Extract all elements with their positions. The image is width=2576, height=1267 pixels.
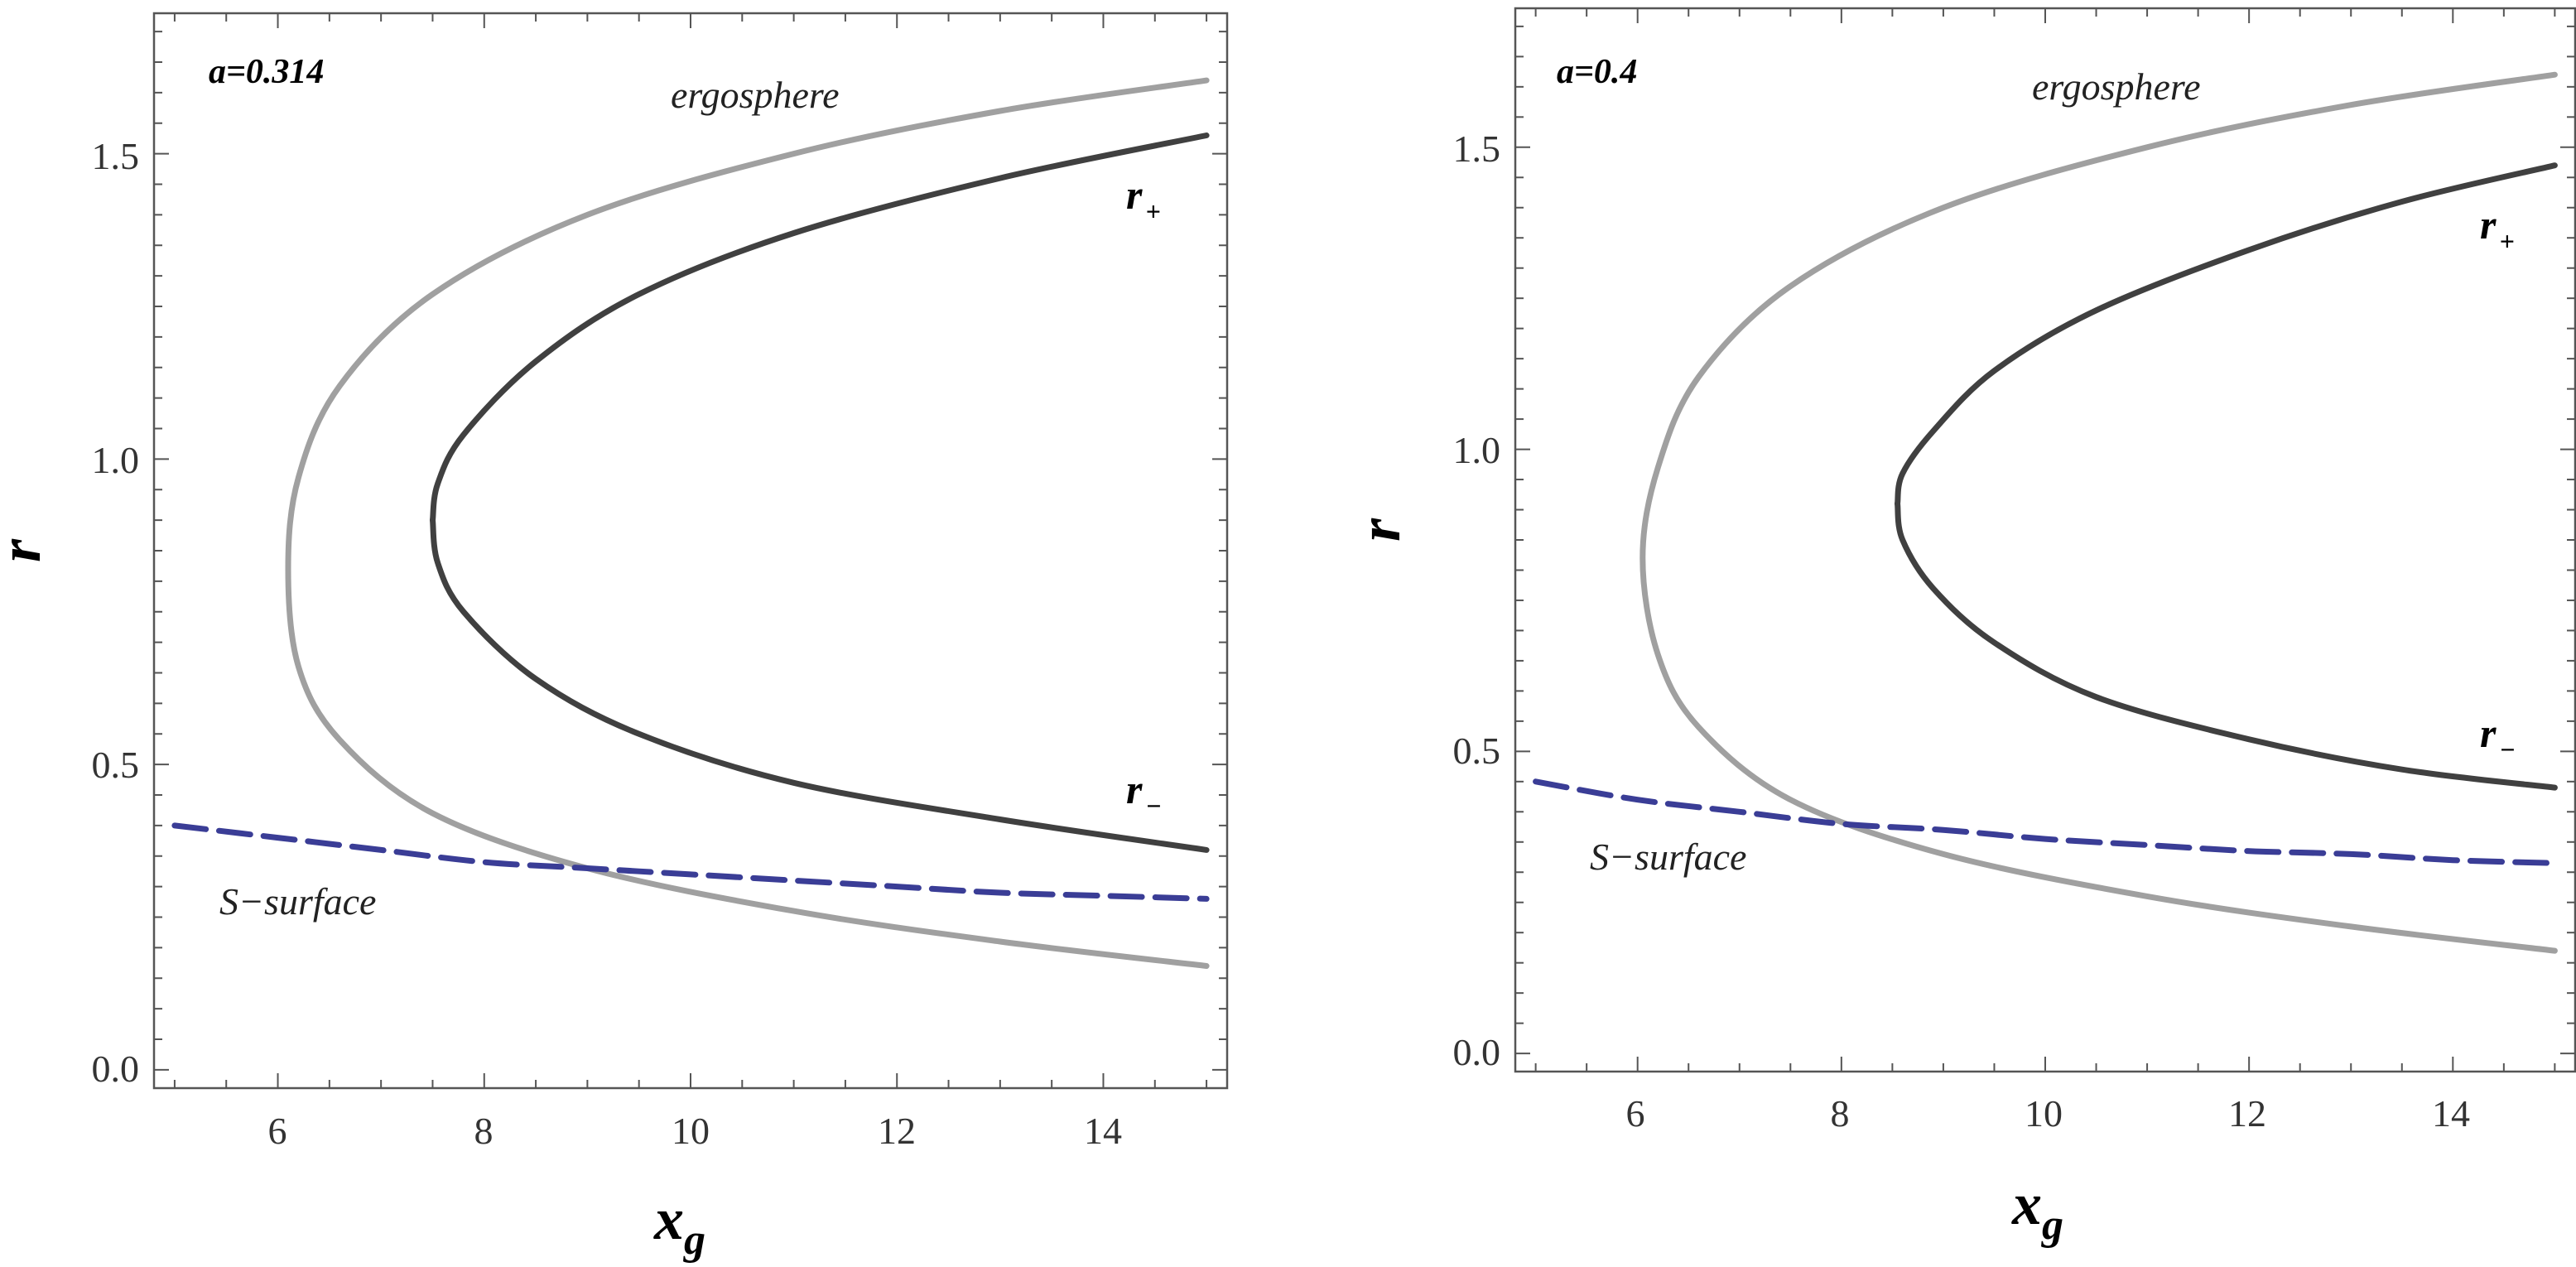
x-tick-label: 14: [1084, 1110, 1122, 1152]
x-axis-title: xg: [2011, 1171, 2063, 1249]
y-axis-title: r: [0, 538, 53, 562]
x-tick-label: 6: [1626, 1092, 1645, 1135]
y-tick-label: 1.0: [1453, 429, 1501, 471]
x-axis-symbol: x: [2011, 1171, 2042, 1237]
x-axis-symbol: x: [653, 1186, 684, 1252]
r-plus-label: r +: [2480, 201, 2515, 256]
r-plus-curve: [1895, 162, 2558, 507]
y-tick-label: 1.5: [1453, 128, 1501, 170]
ergosphere-curve: [285, 77, 1210, 969]
y-tick-label: 1.0: [92, 439, 140, 481]
plot-frame: [1514, 7, 2576, 1073]
r-minus-label: r −: [1126, 766, 1162, 821]
panel-right: a=0.4 ergosphere r + r − S−surface 6 8 10 …: [1346, 7, 2576, 1249]
r-minus-curve: [1895, 500, 2558, 791]
curves: [1533, 71, 2558, 954]
y-tick-label: 0.0: [1453, 1031, 1501, 1073]
x-tick-label: 14: [2432, 1092, 2470, 1135]
x-axis-subscript: g: [683, 1216, 705, 1263]
r-plus-symbol: r: [2480, 201, 2497, 248]
y-axis-title: r: [1346, 518, 1413, 542]
x-tick-label: 12: [878, 1110, 916, 1152]
s-surface-label: S−surface: [1590, 836, 1746, 878]
r-minus-sign: −: [2499, 735, 2515, 764]
curves: [171, 77, 1210, 969]
x-tick-label: 10: [2025, 1092, 2063, 1135]
ergosphere-label: ergosphere: [2032, 65, 2201, 108]
tick-marks: [1515, 8, 2575, 1072]
x-axis-title: xg: [653, 1186, 705, 1263]
r-minus-symbol: r: [1126, 766, 1143, 812]
param-label: a=0.4: [1557, 53, 1637, 91]
s-surface-curve: [171, 822, 1210, 902]
x-tick-label: 8: [474, 1110, 494, 1152]
s-surface-curve: [1533, 778, 2558, 866]
x-tick-label: 6: [268, 1110, 287, 1152]
x-tick-label: 8: [1831, 1092, 1850, 1135]
r-plus-curve: [430, 132, 1210, 523]
r-plus-sign: +: [2499, 226, 2514, 256]
y-tick-label: 0.0: [92, 1048, 140, 1090]
r-plus-symbol: r: [1126, 171, 1143, 218]
r-plus-label: r +: [1126, 171, 1161, 226]
r-minus-curve: [430, 517, 1210, 853]
ergosphere-curve: [1639, 71, 2558, 954]
y-tick-label: 0.5: [1453, 730, 1501, 772]
param-label: a=0.314: [209, 53, 324, 91]
x-tick-label: 12: [2228, 1092, 2266, 1135]
x-tick-label: 10: [672, 1110, 710, 1152]
s-surface-label: S−surface: [219, 880, 376, 923]
tick-marks: [154, 13, 1227, 1088]
y-tick-label: 0.5: [92, 744, 140, 786]
r-plus-sign: +: [1145, 196, 1160, 226]
panel-left: a=0.314 ergosphere r + r − S−surface 6 8 1…: [0, 12, 1229, 1264]
y-tick-label: 1.5: [92, 135, 140, 177]
r-minus-label: r −: [2480, 710, 2516, 764]
r-minus-symbol: r: [2480, 710, 2497, 756]
r-minus-sign: −: [1145, 791, 1161, 821]
plot-frame: [152, 12, 1229, 1090]
x-axis-subscript: g: [2041, 1202, 2063, 1249]
ergosphere-label: ergosphere: [671, 74, 840, 116]
